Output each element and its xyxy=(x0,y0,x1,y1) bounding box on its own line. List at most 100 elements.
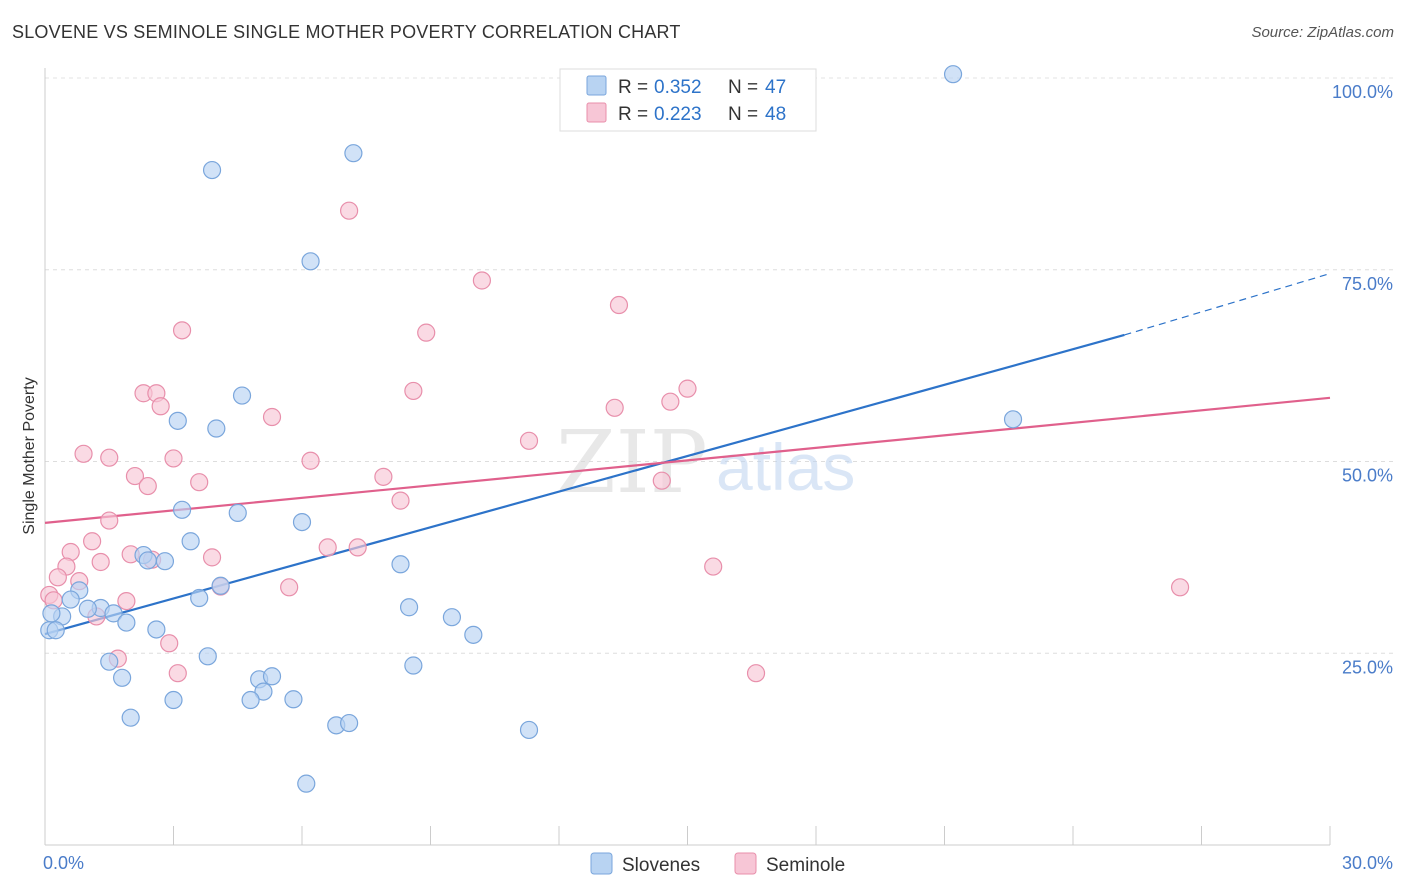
seminole-point xyxy=(605,398,624,417)
slovenes-point xyxy=(1003,410,1023,429)
slovenes-point xyxy=(117,613,136,632)
seminole-point xyxy=(519,431,539,450)
series-legend-label-slovenes: Slovenes xyxy=(622,855,700,876)
slovenes-point xyxy=(46,621,65,640)
seminole-point xyxy=(704,557,723,576)
legend-n-label: N = xyxy=(728,77,758,98)
watermark: ZIP atlas xyxy=(556,413,855,513)
y-tick-label: 25.0% xyxy=(1342,657,1393,677)
slovenes-point xyxy=(232,386,252,405)
tick-labels: 25.0% 50.0% 75.0% 100.0% 0.0% 30.0% xyxy=(43,82,1393,873)
slovenes-point xyxy=(464,625,483,644)
axes xyxy=(44,68,1331,846)
slovenes-point xyxy=(138,551,157,570)
seminole-point xyxy=(100,448,119,467)
slovenes-point xyxy=(340,713,359,733)
y-tick-label: 100.0% xyxy=(1332,82,1393,102)
seminole-point xyxy=(160,634,179,653)
seminole-point xyxy=(164,449,183,468)
y-axis-title: Single Mother Poverty xyxy=(21,377,38,534)
slovenes-point xyxy=(104,604,123,623)
slovenes-point xyxy=(292,512,312,532)
seminole-point xyxy=(202,548,222,567)
slovenes-point xyxy=(78,599,97,618)
seminole-point xyxy=(391,491,410,510)
slovenes-point xyxy=(404,656,423,675)
slovenes-point xyxy=(112,668,132,687)
seminole-point xyxy=(83,532,102,551)
slovenes-point xyxy=(100,652,119,671)
slovenes-point xyxy=(121,708,140,727)
seminole-point xyxy=(1170,578,1190,597)
seminole-point xyxy=(172,321,192,340)
slovenes-point xyxy=(391,555,410,574)
slovenes-point xyxy=(344,144,363,163)
slovenes-point xyxy=(943,65,963,84)
slovenes-point xyxy=(181,532,200,551)
data-points xyxy=(40,65,1190,793)
slovenes-point xyxy=(198,647,217,666)
seminole-point xyxy=(100,511,119,530)
series-legend-label-seminole: Seminole xyxy=(766,855,845,876)
seminole-point xyxy=(138,476,157,496)
slovenes-point xyxy=(207,419,226,438)
seminole-point xyxy=(404,381,423,401)
slovenes-point xyxy=(155,552,175,571)
seminole-point xyxy=(348,538,367,557)
slovenes-point xyxy=(211,576,230,595)
seminole-point xyxy=(117,591,136,611)
seminole-point xyxy=(374,467,393,486)
x-tick-label: 0.0% xyxy=(43,853,84,873)
seminole-trend-line xyxy=(44,396,1331,524)
stats-legend: R = 0.352 N = 47 R = 0.223 N = 48 xyxy=(559,68,817,132)
series-legend: Slovenes Seminole xyxy=(590,852,845,876)
seminole-point xyxy=(318,538,337,557)
slovenes-point xyxy=(147,620,166,639)
legend-r-value: 0.352 xyxy=(654,77,702,98)
seminole-point xyxy=(91,552,110,572)
slovenes-point xyxy=(262,667,282,686)
slovenes-point xyxy=(42,604,61,623)
slovenes-point xyxy=(301,252,320,271)
slovenes-point xyxy=(172,500,192,519)
seminole-point xyxy=(125,466,145,486)
series-legend-swatch-seminole xyxy=(734,852,757,875)
watermark-zip: ZIP xyxy=(556,413,708,513)
seminole-point xyxy=(746,664,766,683)
seminole-point xyxy=(417,323,436,342)
source-credit: Source: ZipAtlas.com xyxy=(1251,24,1394,41)
chart-title: SLOVENE VS SEMINOLE SINGLE MOTHER POVERT… xyxy=(12,22,681,42)
legend-n-value: 47 xyxy=(765,77,786,98)
slovenes-point xyxy=(399,598,419,617)
slovenes-point xyxy=(254,682,273,701)
slovenes-point xyxy=(442,608,462,627)
slovenes-point xyxy=(284,690,303,709)
seminole-point xyxy=(74,444,93,463)
slovenes-point xyxy=(241,690,260,710)
slovenes-point xyxy=(61,590,80,609)
y-tick-label: 50.0% xyxy=(1342,466,1393,486)
seminole-point xyxy=(151,397,170,416)
seminole-point xyxy=(168,664,187,683)
legend-swatch-seminole xyxy=(586,102,607,123)
seminole-point xyxy=(48,568,67,587)
seminole-point xyxy=(301,451,320,470)
seminole-point xyxy=(609,295,629,315)
watermark-atlas: atlas xyxy=(716,430,855,504)
y-tick-label: 75.0% xyxy=(1342,274,1393,294)
legend-r-value: 0.223 xyxy=(654,104,702,125)
legend-swatch-slovenes xyxy=(586,75,607,96)
slovenes-point xyxy=(190,588,209,608)
seminole-point xyxy=(190,473,209,492)
seminole-point xyxy=(262,407,282,427)
legend-n-value: 48 xyxy=(765,104,786,125)
slovenes-point xyxy=(297,774,316,793)
seminole-point xyxy=(340,201,359,220)
legend-r-label: R = xyxy=(618,77,648,98)
slovenes-trend-extension xyxy=(1124,273,1331,336)
series-legend-swatch-slovenes xyxy=(590,852,613,875)
seminole-point xyxy=(678,379,697,398)
slovenes-point xyxy=(202,160,222,180)
legend-r-label: R = xyxy=(618,104,648,125)
